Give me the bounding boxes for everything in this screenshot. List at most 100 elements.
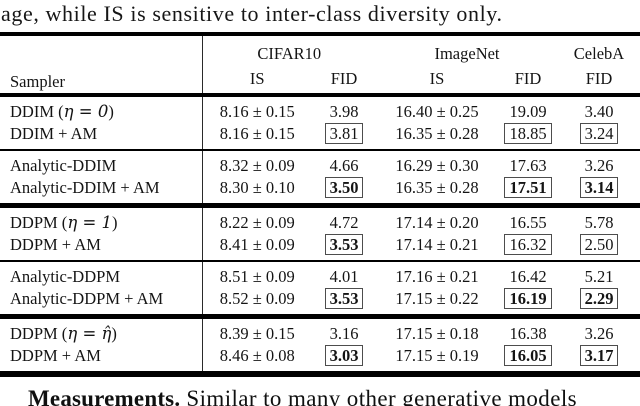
sampler-label-pre: DDPM ( [10, 324, 68, 343]
table-row: DDIM (η = 0) 8.16 ± 0.15 3.98 16.40 ± 0.25 1… [0, 95, 640, 123]
sampler-cell: DDIM (η = 0) [0, 95, 203, 123]
sampler-label-post: ) [111, 324, 117, 343]
table-row: DDPM (η = η̂) 8.39 ± 0.15 3.16 17.15 ± 0.18… [0, 314, 640, 345]
table-row: Analytic-DDIM 8.32 ± 0.09 4.66 16.29 ± 0.30… [0, 149, 640, 177]
sampler-label-pre: DDIM ( [10, 102, 64, 121]
sampler-cell: DDPM + AM [0, 234, 203, 261]
sampler-label-pre: DDPM + AM [10, 346, 101, 365]
sampler-label-math: η = 0 [63, 102, 109, 121]
metric-value: 3.53 [324, 288, 364, 309]
table-row: DDPM (η = 1) 8.22 ± 0.09 4.72 17.14 ± 0.20 1… [0, 203, 640, 234]
sampler-cell: DDPM + AM [0, 345, 203, 374]
value-cell: 8.16 ± 0.15 [202, 123, 312, 150]
metric-value: 8.32 ± 0.09 [219, 156, 295, 175]
metric-value: 3.26 [584, 156, 614, 175]
metric-value: 17.63 [509, 156, 547, 175]
value-cell: 3.16 [312, 314, 376, 345]
sampler-cell: Analytic-DDPM [0, 260, 203, 288]
value-cell: 17.14 ± 0.21 [376, 234, 498, 261]
metric-value: 16.19 [504, 288, 552, 309]
table-row: Analytic-DDIM + AM 8.30 ± 0.10 3.50 16.35 ±… [0, 177, 640, 206]
sampler-label-pre: Analytic-DDIM [10, 156, 117, 175]
metric-value: 5.78 [584, 213, 614, 232]
value-cell: 17.14 ± 0.20 [376, 203, 498, 234]
metric-value: 17.14 ± 0.21 [395, 235, 479, 254]
column-group-label: CIFAR10 [257, 44, 322, 63]
value-cell: 8.22 ± 0.09 [202, 203, 312, 234]
results-table: Sampler CIFAR10 ImageNet CelebA IS FID IS FID… [0, 32, 640, 377]
value-cell: 16.32 [498, 234, 558, 261]
metric-value: 17.15 ± 0.18 [395, 324, 479, 343]
metric-value: 3.24 [579, 123, 619, 144]
value-cell: 3.26 [558, 314, 640, 345]
value-cell: 16.42 [498, 260, 558, 288]
metric-value: 8.46 ± 0.08 [219, 346, 295, 365]
value-cell: 17.63 [498, 149, 558, 177]
metric-value: 16.05 [504, 345, 552, 366]
table-row: Analytic-DDPM + AM 8.52 ± 0.09 3.53 17.15 ±… [0, 288, 640, 317]
metric-value: 3.50 [324, 177, 364, 198]
sampler-label-post: ) [112, 213, 118, 232]
metric-value: 16.35 ± 0.28 [395, 178, 479, 197]
metric-value: 19.09 [509, 102, 547, 121]
sampler-label-post: ) [108, 102, 114, 121]
sampler-cell: DDPM (η = 1) [0, 203, 203, 234]
value-cell: 4.66 [312, 149, 376, 177]
metric-value: 16.29 ± 0.30 [395, 156, 479, 175]
metric-value: 3.40 [584, 102, 614, 121]
sampler-cell: Analytic-DDIM + AM [0, 177, 203, 206]
value-cell: 16.29 ± 0.30 [376, 149, 498, 177]
column-header: FID [558, 65, 640, 97]
value-cell: 5.78 [558, 203, 640, 234]
column-header: FID [312, 65, 376, 97]
value-cell: 8.32 ± 0.09 [202, 149, 312, 177]
value-cell: 3.17 [558, 345, 640, 374]
table-header: Sampler CIFAR10 ImageNet CelebA IS FID IS FID… [0, 34, 640, 97]
value-cell: 16.55 [498, 203, 558, 234]
value-cell: 4.72 [312, 203, 376, 234]
paragraph-lead-bold: Measurements. [28, 386, 181, 406]
header-subcol-row: IS FID IS FID FID [0, 65, 640, 97]
table-row: DDIM + AM 8.16 ± 0.15 3.81 16.35 ± 0.28 18.8… [0, 123, 640, 150]
sampler-label-math: η = 1 [67, 213, 113, 232]
metric-value: 2.29 [579, 288, 619, 309]
metric-value: 18.85 [504, 123, 552, 144]
body-text-above-table: age, while IS is sensitive to inter-clas… [1, 1, 503, 26]
value-cell: 17.15 ± 0.19 [376, 345, 498, 374]
value-cell: 3.24 [558, 123, 640, 150]
metric-value: 16.35 ± 0.28 [395, 124, 479, 143]
column-group-label: CelebA [573, 44, 625, 63]
value-cell: 8.41 ± 0.09 [202, 234, 312, 261]
value-cell: 3.50 [312, 177, 376, 206]
value-cell: 5.21 [558, 260, 640, 288]
metric-value: 4.01 [329, 267, 359, 286]
table-row: Analytic-DDPM 8.51 ± 0.09 4.01 17.16 ± 0.21… [0, 260, 640, 288]
value-cell: 3.53 [312, 288, 376, 317]
column-header: IS [376, 65, 498, 97]
metric-value: 3.16 [329, 324, 359, 343]
metric-value: 16.42 [509, 267, 547, 286]
value-cell: 17.16 ± 0.21 [376, 260, 498, 288]
metric-value: 3.03 [324, 345, 364, 366]
sampler-cell: Analytic-DDIM [0, 149, 203, 177]
value-cell: 8.46 ± 0.08 [202, 345, 312, 374]
sampler-label-pre: Analytic-DDIM + AM [10, 178, 160, 197]
value-cell: 16.38 [498, 314, 558, 345]
value-cell: 4.01 [312, 260, 376, 288]
sampler-cell: DDIM + AM [0, 123, 203, 150]
value-cell: 3.14 [558, 177, 640, 206]
value-cell: 3.81 [312, 123, 376, 150]
metric-value: 8.41 ± 0.09 [219, 235, 295, 254]
metric-value: 4.72 [329, 213, 359, 232]
metric-value: 8.16 ± 0.15 [219, 102, 295, 121]
table-row: DDPM + AM 8.46 ± 0.08 3.03 17.15 ± 0.19 16.0… [0, 345, 640, 374]
sampler-label-pre: DDIM + AM [10, 124, 98, 143]
metric-value: 17.15 ± 0.22 [395, 289, 479, 308]
value-cell: 3.03 [312, 345, 376, 374]
value-cell: 16.40 ± 0.25 [376, 95, 498, 123]
value-cell: 17.15 ± 0.22 [376, 288, 498, 317]
column-header: FID [498, 65, 558, 97]
metric-value: 3.98 [329, 102, 359, 121]
value-cell: 8.51 ± 0.09 [202, 260, 312, 288]
